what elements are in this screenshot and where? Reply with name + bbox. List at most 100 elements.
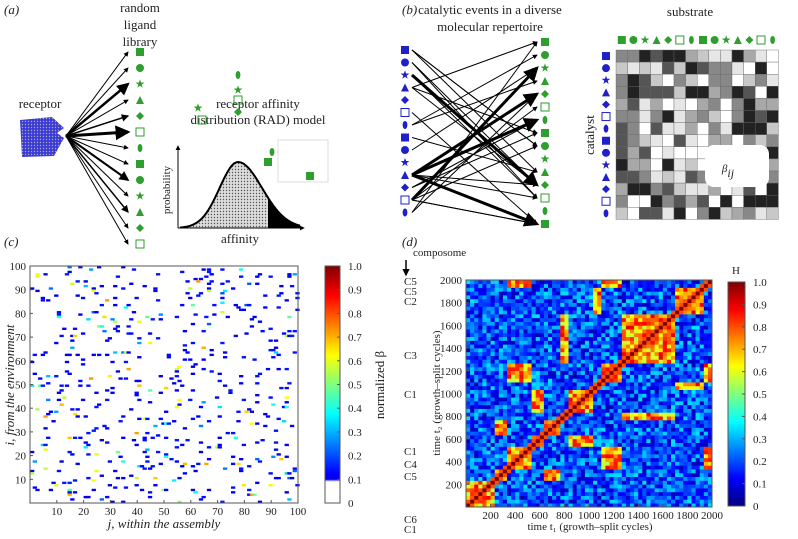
- heatmap-cell: [544, 356, 548, 360]
- heatmap-cell: [57, 311, 61, 313]
- heatmap-cell: [169, 458, 173, 460]
- heatmap-cell: [491, 375, 495, 379]
- heatmap-cell: [532, 431, 536, 435]
- heatmap-cell: [255, 394, 259, 396]
- heatmap-cell: [515, 325, 519, 329]
- heatmap-cell: [57, 399, 61, 401]
- heatmap-cell: [511, 469, 515, 473]
- heatmap-cell: [569, 378, 573, 382]
- heatmap-cell: [651, 401, 655, 405]
- heatmap-cell: [536, 394, 540, 398]
- heatmap-cell: [597, 291, 601, 295]
- heatmap-cell: [622, 341, 626, 345]
- heatmap-cell: [687, 306, 691, 310]
- heatmap-cell: [663, 481, 667, 485]
- heatmap-cell: [503, 499, 507, 503]
- heatmap-cell: [470, 428, 474, 432]
- heatmap-cell: [655, 454, 659, 458]
- heatmap-cell: [124, 361, 128, 363]
- heatmap-cell: [487, 314, 491, 318]
- heatmap-cell: [585, 288, 589, 292]
- heatmap-cell: [605, 333, 609, 337]
- heatmap-cell: [478, 314, 482, 318]
- matrix-cell: [639, 207, 651, 219]
- heatmap-cell: [663, 458, 667, 462]
- heatmap-cell: [577, 439, 581, 443]
- heatmap-cell: [696, 325, 700, 329]
- heatmap-cell: [536, 420, 540, 424]
- heatmap-cell: [634, 469, 638, 473]
- receptor: [20, 117, 64, 157]
- heatmap-cell: [515, 397, 519, 401]
- heatmap-cell: [622, 488, 626, 492]
- matrix-cell: [744, 86, 756, 98]
- heatmap-cell: [601, 322, 605, 326]
- heatmap-cell: [651, 469, 655, 473]
- heatmap-cell: [687, 454, 691, 458]
- heatmap-cell: [626, 439, 630, 443]
- heatmap-cell: [474, 492, 478, 496]
- heatmap-cell: [601, 386, 605, 390]
- heatmap-cell: [700, 386, 704, 390]
- heatmap-cell: [564, 499, 568, 503]
- heatmap-cell: [482, 325, 486, 329]
- heatmap-cell: [544, 443, 548, 447]
- heatmap-cell: [193, 470, 197, 472]
- heatmap-cell: [581, 363, 585, 367]
- heatmap-cell: [605, 450, 609, 454]
- heatmap-cell: [552, 492, 556, 496]
- heatmap-cell: [528, 344, 532, 348]
- heatmap-cell: [250, 411, 254, 413]
- heatmap-cell: [175, 389, 179, 391]
- heatmap-cell: [556, 499, 560, 503]
- heatmap-cell: [610, 458, 614, 462]
- heatmap-cell: [532, 341, 536, 345]
- heatmap-cell: [499, 337, 503, 341]
- heatmap-cell: [687, 473, 691, 477]
- symbol: [136, 191, 145, 199]
- heatmap-cell: [255, 382, 259, 384]
- heatmap-cell: [651, 492, 655, 496]
- heatmap-cell: [269, 472, 273, 474]
- heatmap-cell: [581, 318, 585, 322]
- heatmap-cell: [540, 310, 544, 314]
- heatmap-cell: [511, 477, 515, 481]
- matrix-cell: [628, 171, 640, 183]
- heatmap-cell: [564, 299, 568, 303]
- heatmap-cell: [663, 363, 667, 367]
- heatmap-cell: [671, 458, 675, 462]
- heatmap-cell: [589, 348, 593, 352]
- heatmap-cell: [51, 420, 55, 422]
- heatmap-cell: [540, 450, 544, 454]
- heatmap-cell: [511, 284, 515, 288]
- x-tick-label: 10: [51, 506, 63, 518]
- heatmap-cell: [622, 465, 626, 469]
- heatmap-cell: [239, 382, 243, 384]
- heatmap-cell: [577, 306, 581, 310]
- heatmap-cell: [671, 359, 675, 363]
- heatmap-cell: [610, 390, 614, 394]
- heatmap-cell: [589, 420, 593, 424]
- heatmap-cell: [696, 424, 700, 428]
- heatmap-cell: [577, 352, 581, 356]
- heatmap-cell: [589, 341, 593, 345]
- heatmap-cell: [585, 306, 589, 310]
- heatmap-cell: [528, 363, 532, 367]
- heatmap-cell: [523, 341, 527, 345]
- x-tick-label: 80: [239, 506, 251, 518]
- heatmap-cell: [597, 280, 601, 284]
- heatmap-cell: [478, 484, 482, 488]
- heatmap-cell: [659, 401, 663, 405]
- y-tick-label: 400: [446, 457, 463, 469]
- heatmap-cell: [610, 371, 614, 375]
- heatmap-cell: [478, 333, 482, 337]
- heatmap-cell: [536, 458, 540, 462]
- heatmap-cell: [544, 382, 548, 386]
- heatmap-cell: [183, 427, 187, 429]
- heatmap-cell: [560, 477, 564, 481]
- heatmap-cell: [638, 341, 642, 345]
- heatmap-cell: [671, 348, 675, 352]
- heatmap-cell: [544, 450, 548, 454]
- symbol: [401, 171, 409, 179]
- heatmap-cell: [207, 323, 211, 325]
